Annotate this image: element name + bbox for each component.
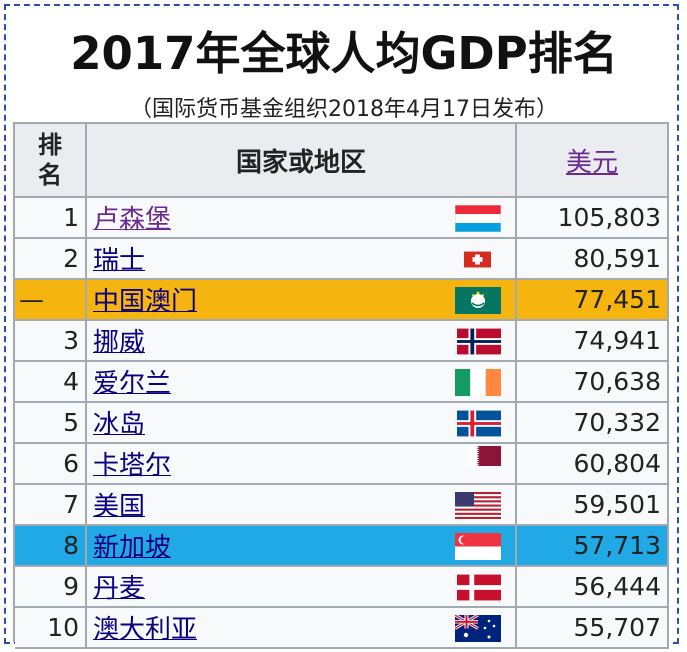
gdp-value-cell: 59,501 — [517, 485, 669, 524]
country-link[interactable]: 爱尔兰 — [93, 369, 172, 399]
gdp-value-cell: 70,638 — [517, 362, 669, 401]
country-cell: 中国澳门 — [87, 280, 517, 319]
rank-cell: 6 — [15, 444, 87, 483]
rank-cell: 7 — [15, 485, 87, 524]
country-cell: 冰岛 — [87, 403, 517, 442]
country-cell: 卡塔尔 — [87, 444, 517, 483]
gdp-ranking-table: 排 名 国家或地区 美元 1 卢森堡 105,803 2 瑞士 — [13, 122, 669, 649]
table-row: 3 挪威 74,941 — [15, 321, 669, 362]
table-row: 10 澳大利亚 55,707 — [15, 608, 669, 649]
rank-column-header: 排 名 — [15, 124, 87, 196]
rank-cell: 8 — [15, 526, 87, 565]
rank-cell: 9 — [15, 567, 87, 606]
singapore-flag-icon — [455, 533, 501, 560]
australia-flag-icon — [455, 615, 501, 642]
gdp-value-cell: 55,707 — [517, 608, 669, 647]
country-cell: 澳大利亚 — [87, 608, 517, 647]
page-subtitle: （国际货币基金组织2018年4月17日发布） — [130, 97, 558, 122]
gdp-value-cell: 105,803 — [517, 198, 669, 237]
country-link[interactable]: 澳大利亚 — [93, 615, 198, 645]
table-row-highlighted: — 中国澳门 77,451 — [15, 280, 669, 321]
country-cell: 新加坡 — [87, 526, 517, 565]
rank-cell: 2 — [15, 239, 87, 278]
iceland-flag-icon — [457, 410, 501, 437]
country-link[interactable]: 新加坡 — [93, 533, 172, 563]
country-cell: 卢森堡 — [87, 198, 517, 237]
gdp-value-cell: 56,444 — [517, 567, 669, 606]
table-row: 4 爱尔兰 70,638 — [15, 362, 669, 403]
rank-cell: 4 — [15, 362, 87, 401]
table-row: 6 卡塔尔 60,804 — [15, 444, 669, 485]
country-link[interactable]: 卡塔尔 — [93, 451, 172, 481]
rank-header-line2: 名 — [38, 161, 62, 189]
gdp-value-cell: 77,451 — [517, 280, 669, 319]
country-link[interactable]: 中国澳门 — [93, 287, 198, 317]
country-link[interactable]: 美国 — [93, 492, 146, 522]
table-row: 9 丹麦 56,444 — [15, 567, 669, 608]
gdp-value-cell: 70,332 — [517, 403, 669, 442]
country-link[interactable]: 瑞士 — [93, 246, 146, 276]
country-column-header[interactable]: 国家或地区 — [87, 124, 517, 196]
page-title: 2017年全球人均GDP排名 — [70, 26, 618, 80]
table-row: 2 瑞士 80,591 — [15, 239, 669, 280]
gdp-value-cell: 80,591 — [517, 239, 669, 278]
qatar-flag-icon — [467, 446, 501, 466]
gdp-value-cell: 60,804 — [517, 444, 669, 483]
rank-cell: 5 — [15, 403, 87, 442]
table-row: 7 美国 59,501 — [15, 485, 669, 526]
rank-cell: 3 — [15, 321, 87, 360]
country-cell: 挪威 — [87, 321, 517, 360]
luxembourg-flag-icon — [455, 205, 501, 232]
macau-flag-icon — [455, 287, 501, 314]
gdp-value-cell: 74,941 — [517, 321, 669, 360]
country-cell: 爱尔兰 — [87, 362, 517, 401]
table-row-highlighted: 8 新加坡 57,713 — [15, 526, 669, 567]
table-header-row: 排 名 国家或地区 美元 — [15, 124, 669, 198]
rank-cell: — — [15, 280, 87, 319]
usa-flag-icon — [455, 492, 501, 519]
gdp-value-cell: 57,713 — [517, 526, 669, 565]
country-link[interactable]: 卢森堡 — [93, 205, 172, 235]
country-link[interactable]: 冰岛 — [93, 410, 146, 440]
table-row: 5 冰岛 70,332 — [15, 403, 669, 444]
switzerland-flag-icon — [464, 251, 491, 268]
country-link[interactable]: 丹麦 — [93, 574, 146, 604]
rank-header-line1: 排 — [38, 131, 62, 159]
country-cell: 美国 — [87, 485, 517, 524]
usd-header-link[interactable]: 美元 — [565, 147, 618, 178]
norway-flag-icon — [457, 328, 501, 355]
table-row: 1 卢森堡 105,803 — [15, 198, 669, 239]
country-cell: 瑞士 — [87, 239, 517, 278]
country-link[interactable]: 挪威 — [93, 328, 146, 358]
value-column-header[interactable]: 美元 — [517, 124, 669, 196]
rank-cell: 1 — [15, 198, 87, 237]
ireland-flag-icon — [455, 369, 501, 396]
rank-cell: 10 — [15, 608, 87, 647]
denmark-flag-icon — [457, 574, 501, 601]
country-cell: 丹麦 — [87, 567, 517, 606]
